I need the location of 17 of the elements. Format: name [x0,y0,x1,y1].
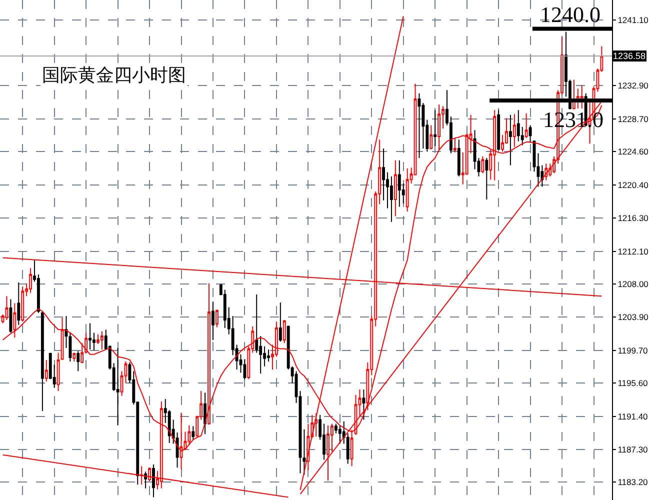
y-tick-label: 1203.90 [618,312,649,322]
y-tick-label: 1224.60 [618,146,649,157]
y-tick-label: 1212.10 [618,246,649,256]
y-tick-label: 1183.20 [618,477,648,488]
y-tick-label: 1241.10 [618,14,649,25]
ref-line-label: 1236.58 [613,51,646,61]
y-tick-label: 1216.30 [618,212,649,223]
text: 国际黄金四小时图 [42,65,186,86]
y-tick-label: 1187.30 [618,444,648,454]
y-tick-label: 1199.70 [618,345,648,356]
y-tick-label: 1232.90 [618,80,649,90]
ref-line-label: 1240.0 [540,2,600,27]
y-tick-label: 1220.40 [618,180,649,190]
y-tick-label: 1208.00 [618,279,649,290]
y-tick-label: 1195.60 [618,378,648,388]
y-tick-label: 1191.40 [618,412,648,422]
y-tick-label: 1228.70 [618,114,649,124]
